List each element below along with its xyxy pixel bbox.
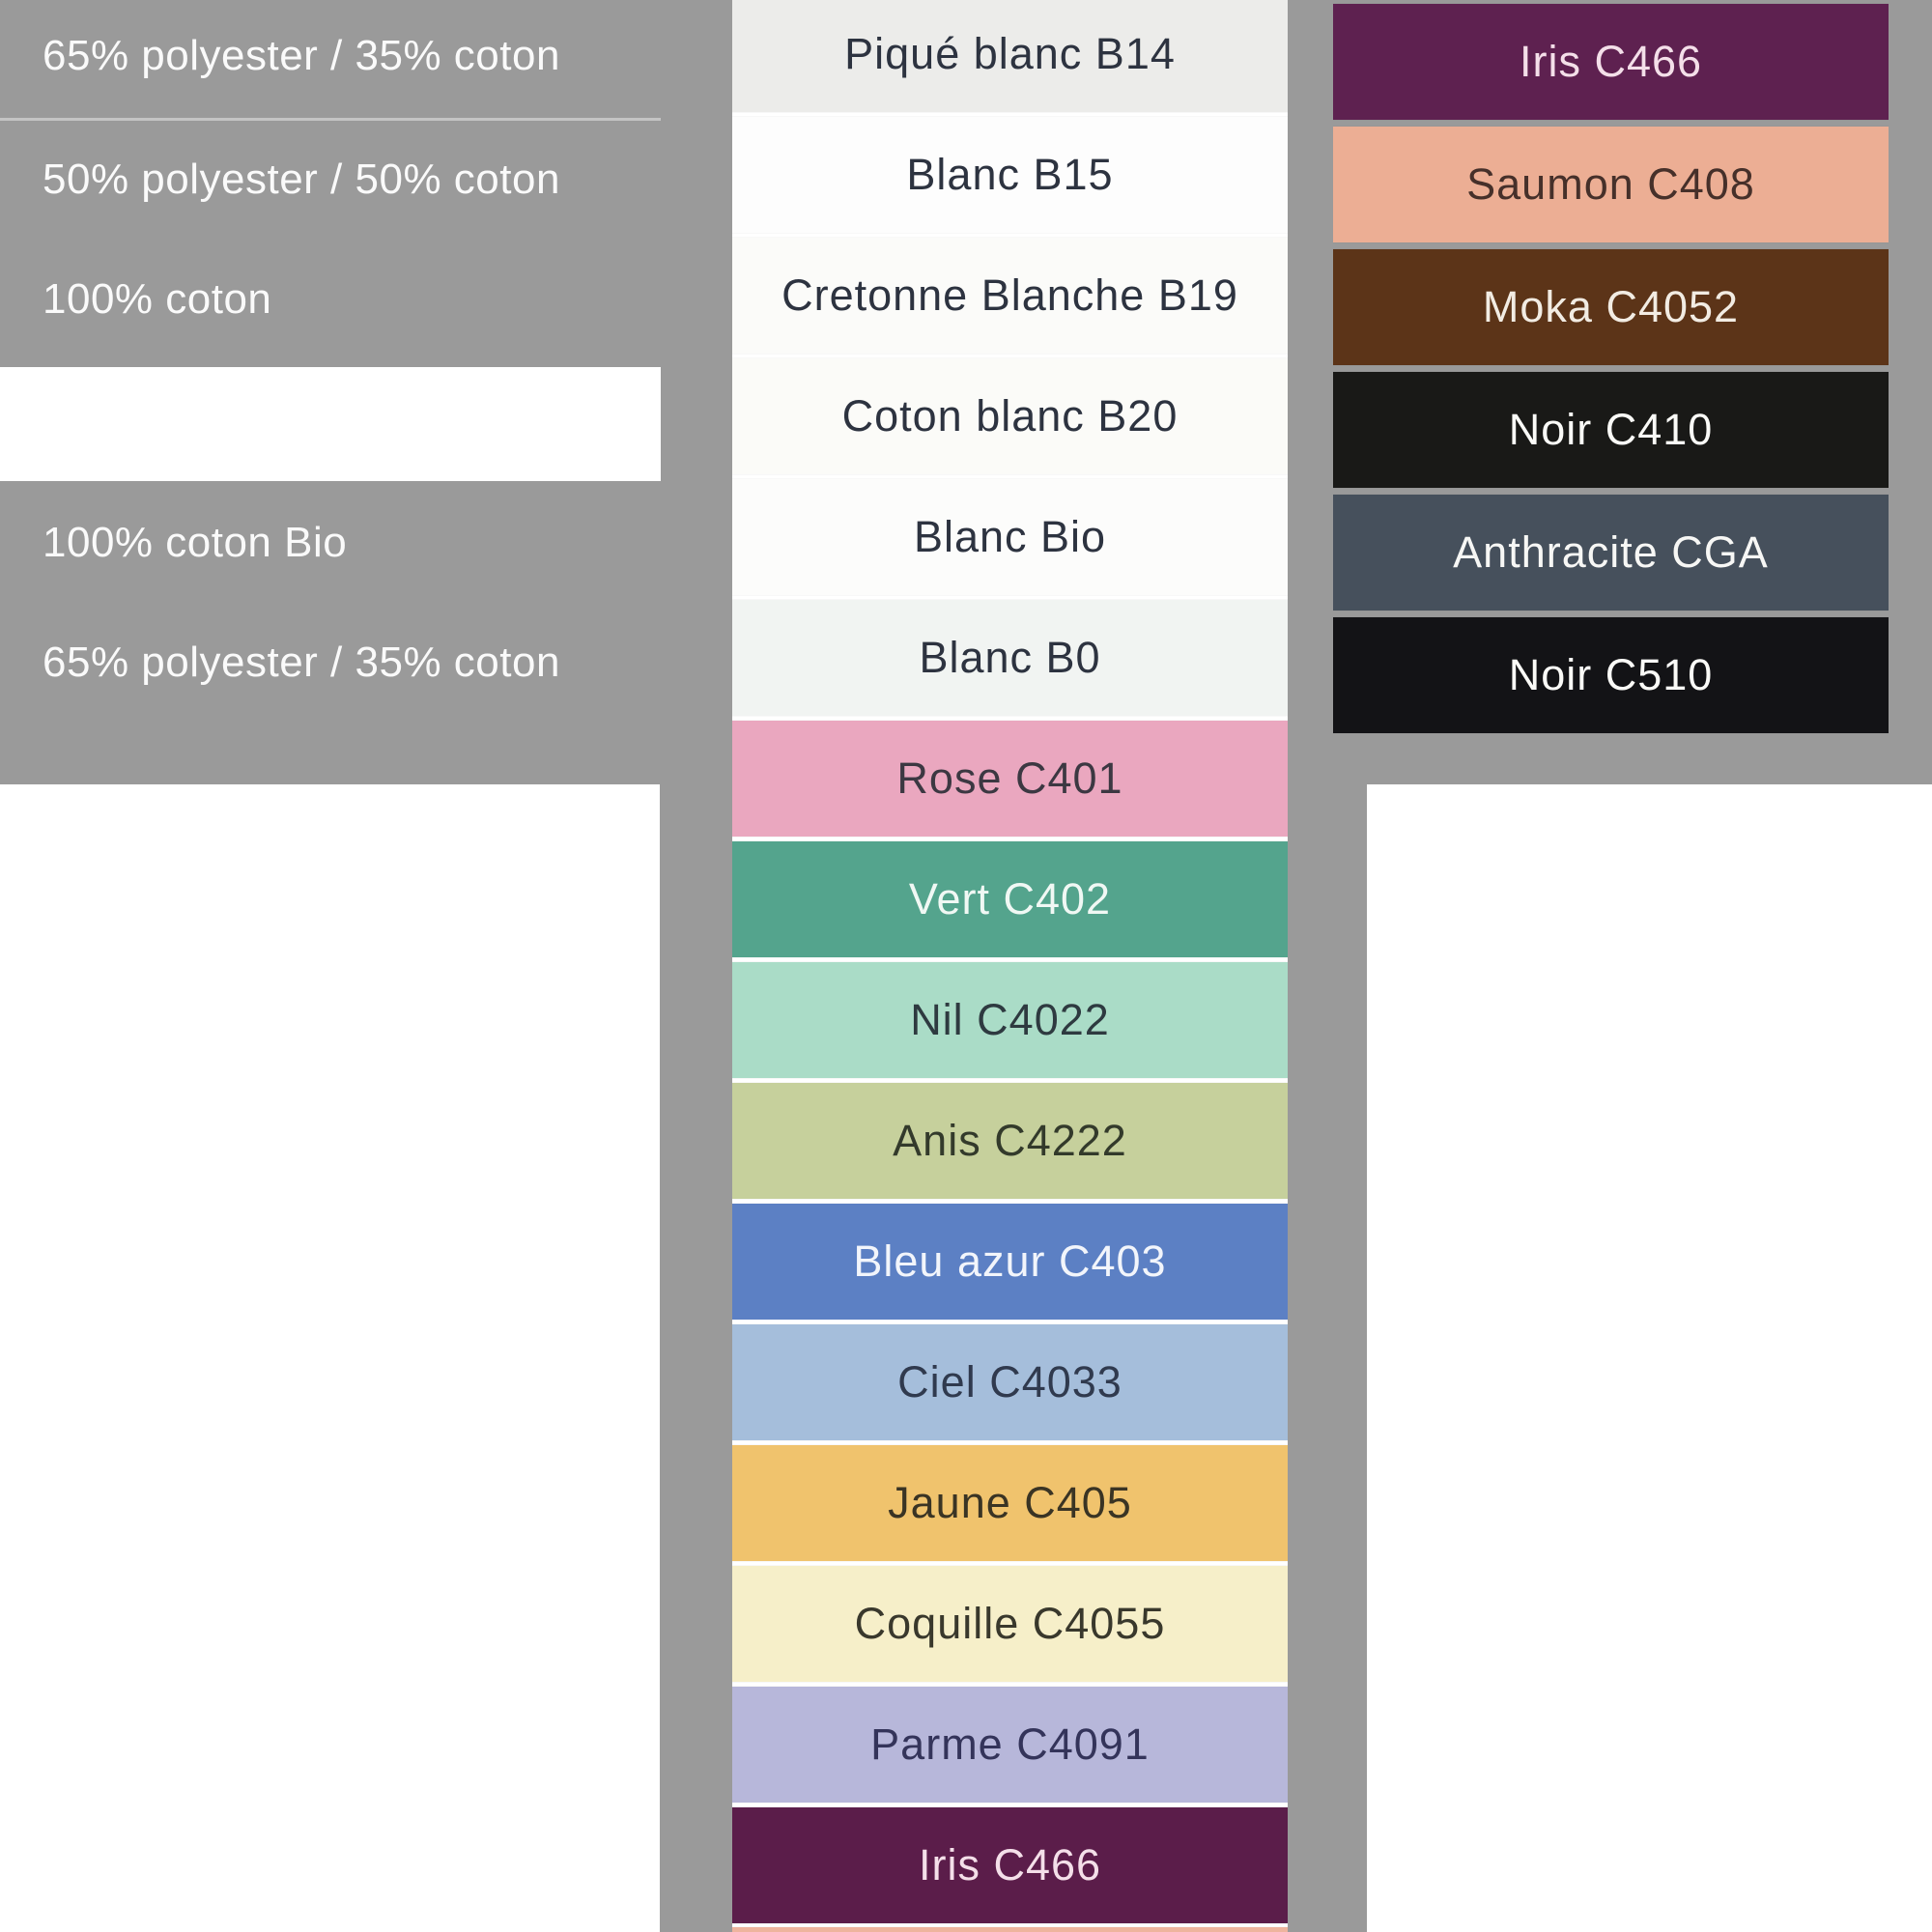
fabric-swatch: Noir C510 — [1333, 617, 1889, 733]
right-swatch-column: Iris C466 Saumon C408 Moka C4052 Noir C410 A… — [1333, 0, 1889, 784]
fabric-swatch: Iris C466 — [1333, 4, 1889, 120]
fabric-swatch: Blanc B0 — [732, 600, 1288, 716]
swatch-label: Nil C4022 — [910, 995, 1110, 1044]
fabric-swatch: Noir C410 — [1333, 372, 1889, 488]
fabric-swatch: Iris C466 — [732, 1807, 1288, 1923]
swatch-label: Blanc B0 — [919, 633, 1101, 682]
fabric-swatch: Nil C4022 — [732, 962, 1288, 1078]
composition-label: 50% polyester / 50% coton — [43, 156, 560, 203]
fabric-swatch: Rose C401 — [732, 721, 1288, 837]
composition-label: 65% polyester / 35% coton — [43, 639, 560, 686]
swatch-label: Jaune C405 — [888, 1478, 1132, 1527]
fabric-swatch: Ciel C4033 — [732, 1324, 1288, 1440]
swatch-label: Coquille C4055 — [854, 1599, 1166, 1648]
divider-line — [0, 118, 661, 121]
fabric-swatch: Piqué blanc B14 — [732, 0, 1288, 112]
bottom-left-white-area — [0, 784, 660, 1932]
swatch-label: Anis C4222 — [893, 1116, 1127, 1165]
swatch-label: Noir C410 — [1508, 405, 1714, 454]
swatch-label: Moka C4052 — [1482, 282, 1740, 331]
swatch-label: Ciel C4033 — [897, 1357, 1122, 1406]
fabric-swatch: Anis C4222 — [732, 1083, 1288, 1199]
fabric-swatch: Coquille C4055 — [732, 1566, 1288, 1682]
fabric-swatch: Coton blanc B20 — [732, 358, 1288, 474]
fabric-swatch: Cretonne Blanche B19 — [732, 238, 1288, 354]
fabric-swatch: Blanc B15 — [732, 117, 1288, 233]
fabric-swatch: Moka C4052 — [1333, 249, 1889, 365]
composition-label: 100% coton — [43, 275, 272, 323]
white-spacer-block — [0, 367, 661, 481]
swatch-label: Saumon C408 — [1466, 159, 1755, 209]
fabric-swatch: Parme C4091 — [732, 1687, 1288, 1803]
swatch-label: Bleu azur C403 — [853, 1236, 1167, 1286]
swatch-label: Coton blanc B20 — [841, 391, 1179, 440]
fabric-swatch: Blanc Bio — [732, 479, 1288, 595]
fabric-swatch: Anthracite CGA — [1333, 495, 1889, 611]
swatch-label: Parme C4091 — [870, 1719, 1150, 1769]
swatch-label: Blanc Bio — [913, 512, 1107, 561]
fabric-swatch: Saumon C408 — [1333, 127, 1889, 242]
swatch-label: Rose C401 — [896, 753, 1123, 803]
composition-panel: 65% polyester / 35% coton 50% polyester … — [0, 0, 732, 784]
fabric-swatch: Jaune C405 — [732, 1445, 1288, 1561]
middle-swatch-column: Piqué blanc B14 Blanc B15 Cretonne Blanche… — [732, 0, 1288, 1932]
swatch-label: Blanc B15 — [906, 150, 1114, 199]
fabric-swatch: Bleu azur C403 — [732, 1204, 1288, 1320]
swatch-label: Vert C402 — [908, 874, 1112, 923]
fabric-swatch: Vert C402 — [732, 841, 1288, 957]
swatch-label: Noir C510 — [1508, 650, 1714, 699]
swatch-label: Piqué blanc B14 — [844, 29, 1176, 78]
bottom-right-white-area — [1367, 784, 1932, 1932]
composition-label: 100% coton Bio — [43, 519, 348, 566]
swatch-label: Iris C466 — [1519, 37, 1703, 86]
fabric-swatch — [732, 1927, 1288, 1932]
swatch-label: Cretonne Blanche B19 — [781, 270, 1238, 320]
composition-label: 65% polyester / 35% coton — [43, 32, 560, 79]
swatch-label: Iris C466 — [918, 1840, 1102, 1889]
swatch-label: Anthracite CGA — [1453, 527, 1769, 577]
